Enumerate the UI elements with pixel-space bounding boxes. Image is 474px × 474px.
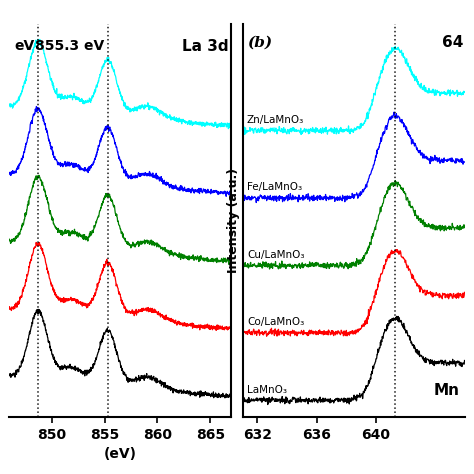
Text: Cu/LaMnO₃: Cu/LaMnO₃	[247, 250, 304, 260]
Text: (b): (b)	[247, 35, 272, 49]
Text: 855.3 eV: 855.3 eV	[36, 39, 105, 53]
Text: Mn: Mn	[434, 383, 460, 398]
Text: eV: eV	[15, 39, 35, 53]
Text: La 3d: La 3d	[182, 39, 228, 54]
Y-axis label: Intensity (a.u.): Intensity (a.u.)	[227, 168, 240, 273]
Text: 64: 64	[442, 35, 463, 50]
Text: Co/LaMnO₃: Co/LaMnO₃	[247, 317, 304, 327]
Text: Fe/LaMnO₃: Fe/LaMnO₃	[247, 182, 302, 192]
Text: LaMnO₃: LaMnO₃	[247, 384, 287, 395]
X-axis label: (eV): (eV)	[104, 447, 137, 461]
Text: Zn/LaMnO₃: Zn/LaMnO₃	[247, 115, 304, 125]
